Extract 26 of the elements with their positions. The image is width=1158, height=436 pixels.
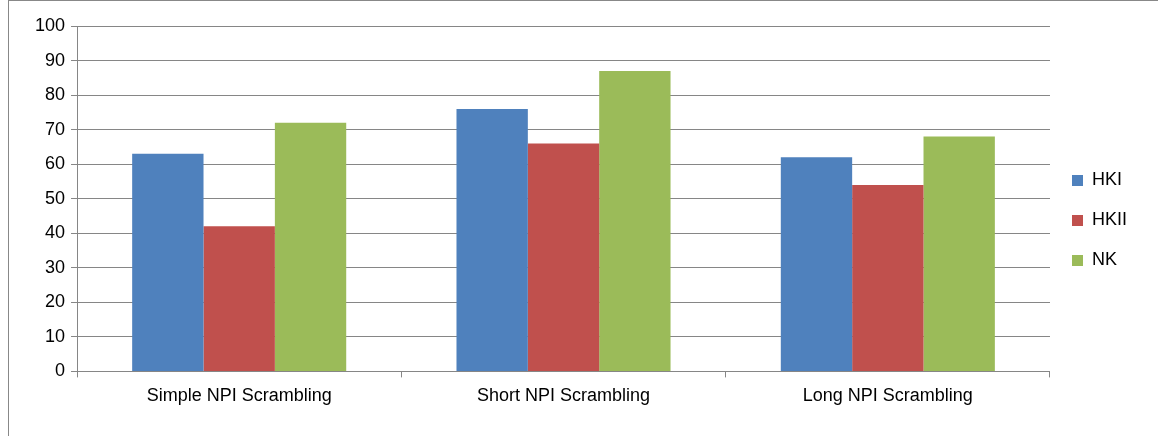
x-tick-label: Long NPI Scrambling: [802, 385, 973, 406]
bar: [132, 153, 204, 371]
bar: [852, 184, 924, 371]
y-tick-label: 40: [45, 222, 66, 243]
y-tick-label: 100: [34, 14, 66, 35]
y-tick-label: 70: [45, 118, 66, 139]
legend-label: NK: [1091, 249, 1118, 270]
bar: [203, 226, 275, 371]
bar: [923, 136, 995, 371]
x-tick-label: Simple NPI Scrambling: [146, 385, 332, 406]
bar: [780, 157, 853, 371]
legend-label: HKI: [1091, 169, 1123, 190]
y-tick-label: 50: [45, 187, 66, 208]
y-tick-label: 60: [45, 153, 66, 174]
x-tick-label: Short NPI Scrambling: [476, 385, 651, 406]
y-tick-label: 20: [45, 291, 66, 312]
y-tick-label: 0: [55, 360, 66, 381]
y-tick-label: 10: [45, 325, 66, 346]
bar: [456, 108, 528, 371]
bar: [274, 122, 347, 371]
y-tick-label: 90: [45, 49, 66, 70]
y-tick-label: 80: [45, 84, 66, 105]
bar: [527, 143, 600, 371]
legend-label: HKII: [1091, 209, 1128, 230]
y-tick-label: 30: [45, 256, 66, 277]
bar: [599, 70, 671, 371]
